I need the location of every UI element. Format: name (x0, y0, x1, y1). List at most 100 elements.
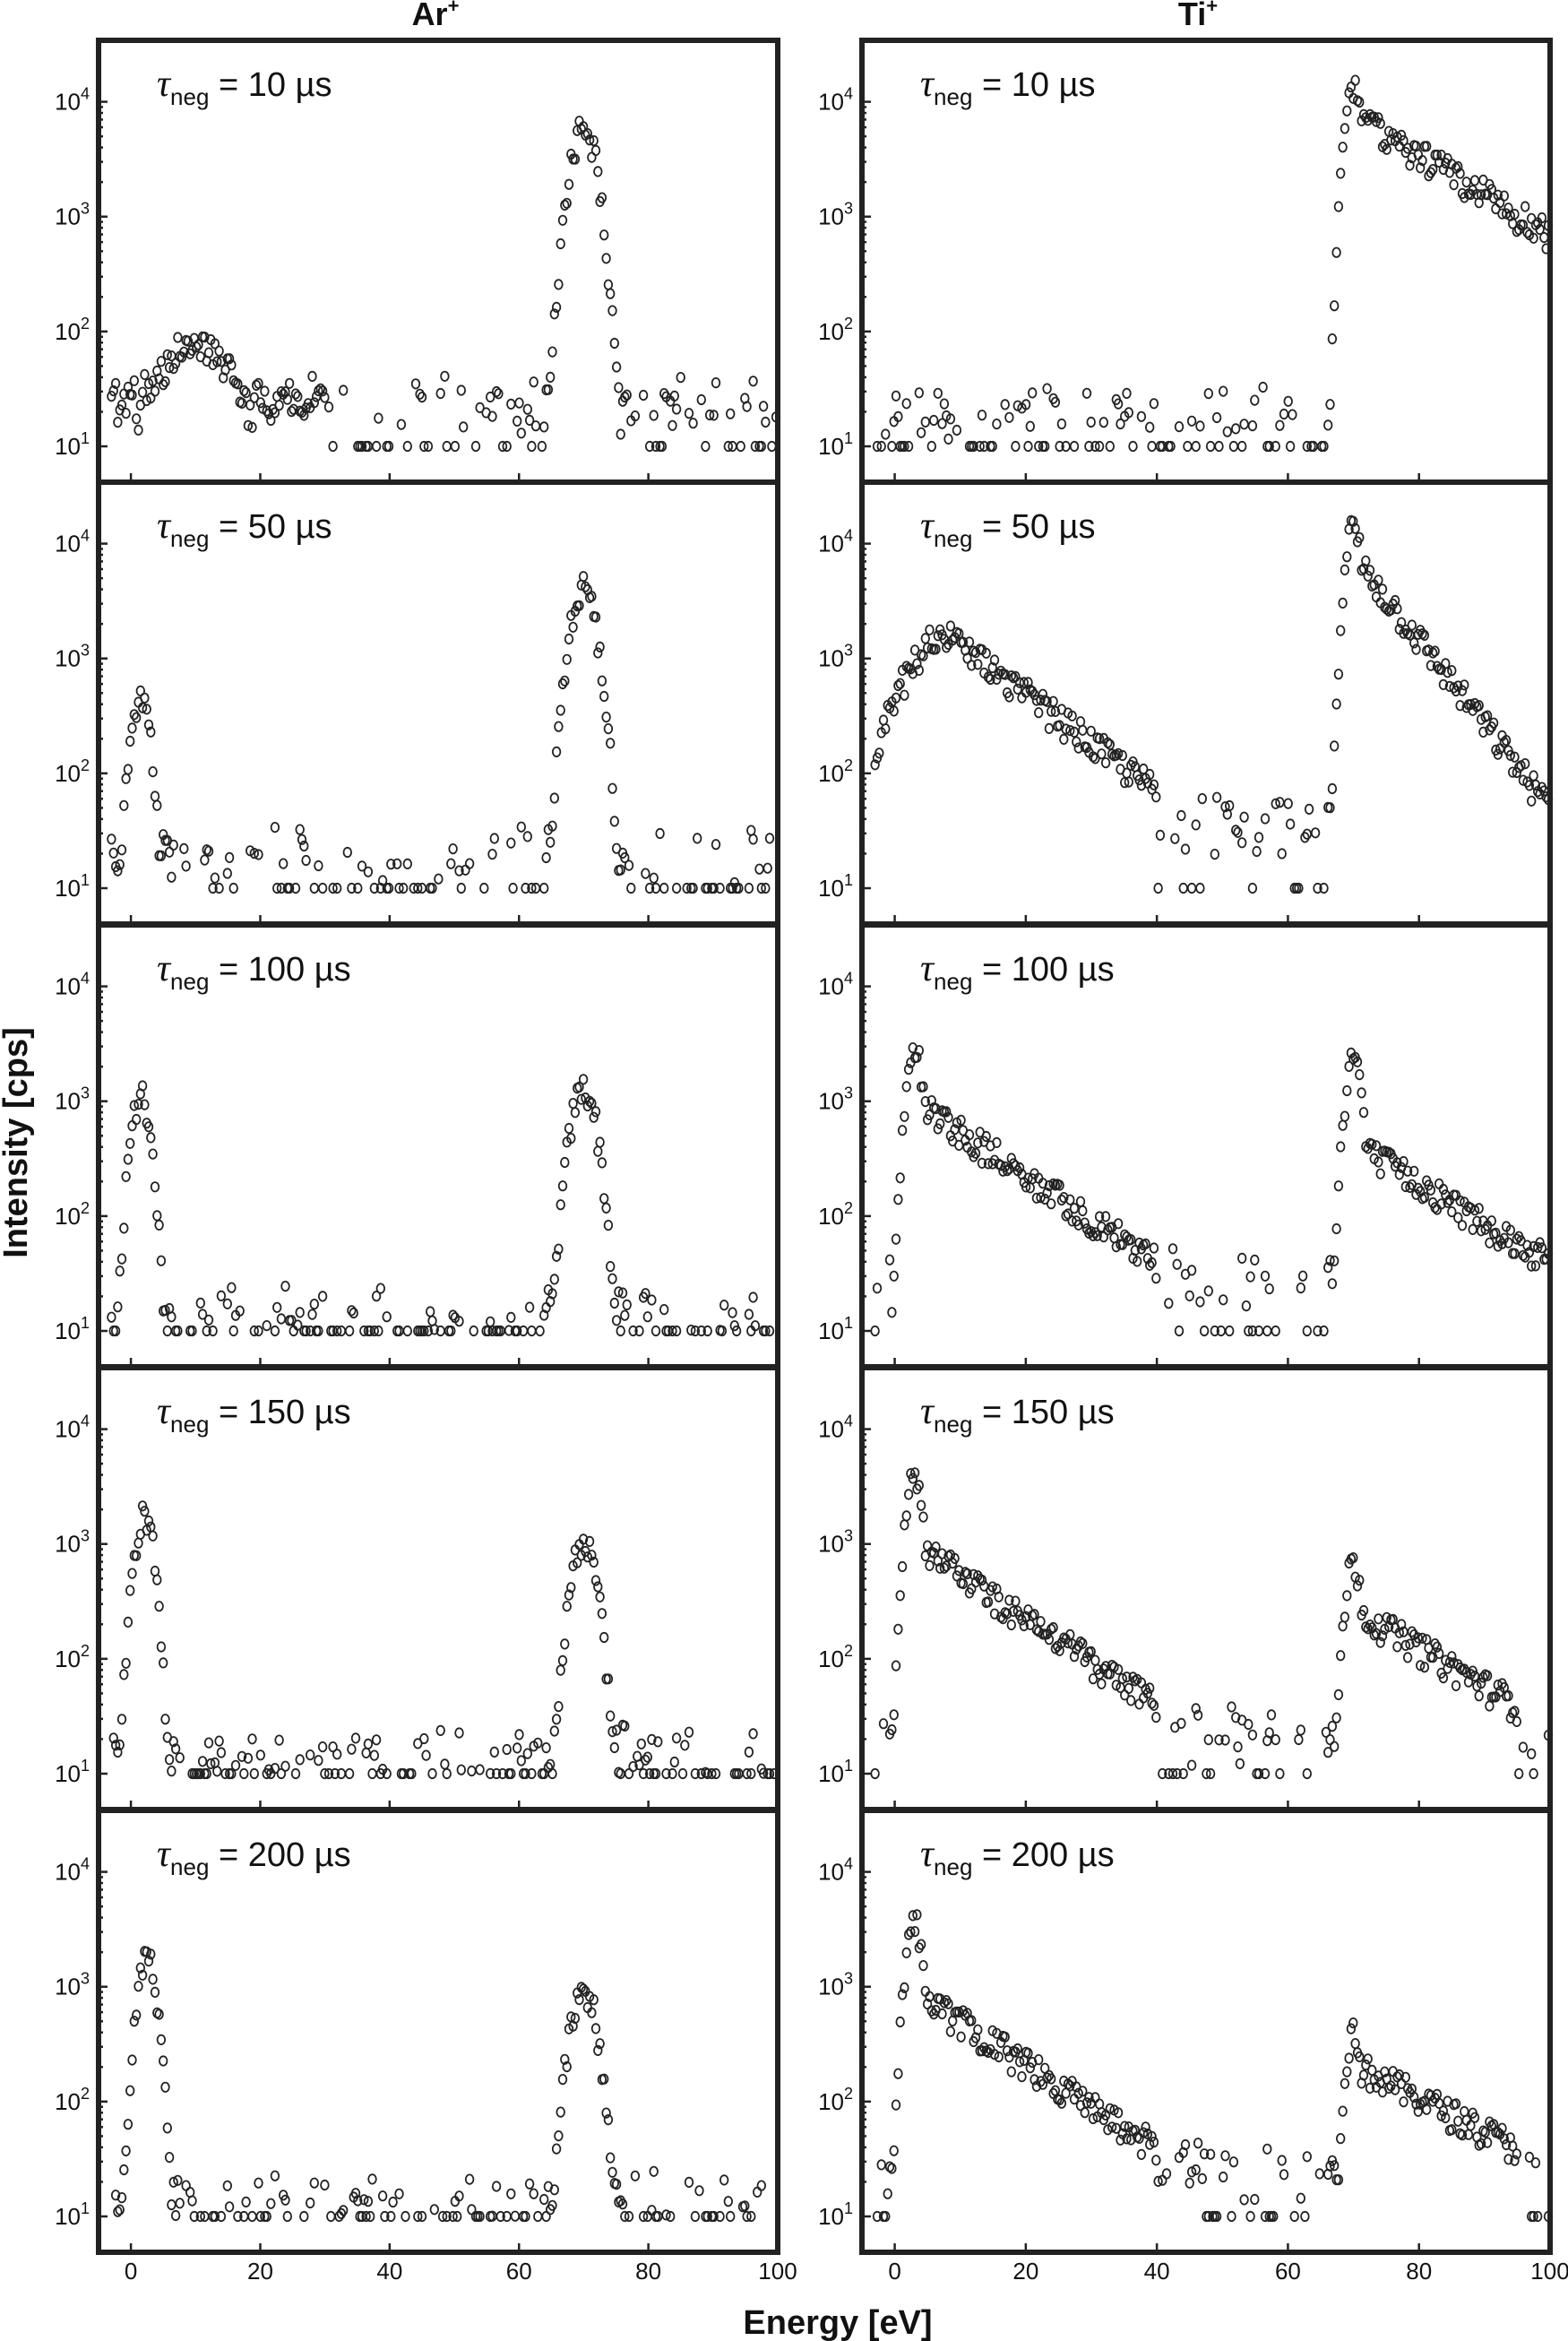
data-point (564, 178, 574, 190)
data-point (454, 2190, 464, 2202)
data-point (659, 1304, 669, 1316)
data-point (1302, 440, 1313, 453)
data-point (280, 1281, 290, 1292)
data-point (590, 1575, 601, 1586)
data-point (893, 679, 903, 692)
data-point (216, 356, 227, 367)
y-tick-base: 10 (55, 1203, 81, 1230)
data-point (168, 839, 178, 851)
data-point (1038, 688, 1048, 700)
data-point (1046, 705, 1056, 717)
data-point (1314, 2168, 1325, 2180)
data-point (249, 1767, 260, 1780)
data-point (1518, 1741, 1529, 1753)
y-tick-base: 10 (818, 1859, 844, 1886)
data-point (200, 331, 210, 343)
data-point (958, 1577, 969, 1590)
data-point (939, 398, 950, 410)
data-point (366, 2210, 375, 2223)
data-point (150, 790, 160, 802)
data-point (614, 382, 624, 393)
data-point (878, 1718, 889, 1730)
data-point (195, 1767, 206, 1780)
data-point (1530, 1260, 1541, 1272)
data-point (123, 2119, 134, 2130)
data-point (696, 1767, 707, 1780)
data-point (543, 384, 554, 395)
data-point (249, 392, 260, 403)
data-point (597, 675, 607, 687)
data-point (537, 440, 547, 453)
data-point (1176, 1717, 1186, 1730)
data-point (1543, 793, 1554, 806)
data-point (339, 384, 349, 396)
data-point (344, 1325, 355, 1337)
data-point (1220, 2150, 1230, 2162)
data-point (173, 1325, 183, 1337)
y-tick-label: 103 (818, 1970, 853, 2000)
data-point (1400, 2071, 1411, 2083)
data-point (876, 440, 886, 453)
data-point (611, 1315, 622, 1326)
data-point (626, 882, 636, 894)
data-point (897, 1125, 908, 1136)
data-point (549, 1274, 560, 1285)
data-point (522, 1748, 533, 1759)
data-point (647, 1294, 657, 1306)
data-point (589, 1111, 599, 1123)
data-point (113, 1746, 123, 1758)
data-point (891, 1233, 901, 1245)
data-point (758, 1767, 769, 1779)
data-point (977, 1574, 987, 1586)
data-point (276, 1767, 287, 1780)
data-point (941, 1106, 952, 1118)
data-point (926, 440, 937, 453)
data-point (1505, 749, 1516, 762)
data-point (235, 1305, 245, 1317)
data-point (1211, 2210, 1222, 2223)
data-point (1056, 2097, 1067, 2109)
data-point (883, 2188, 892, 2199)
data-point (255, 2210, 266, 2223)
data-point (1153, 882, 1163, 894)
data-point (427, 882, 437, 894)
data-point (1329, 740, 1340, 752)
data-point (454, 865, 464, 877)
data-point (593, 647, 603, 659)
data-point (1512, 2148, 1522, 2160)
data-point (554, 279, 564, 290)
data-point (203, 347, 214, 358)
data-point (912, 1051, 922, 1063)
data-point (578, 1533, 589, 1545)
data-point (1327, 1721, 1338, 1732)
data-point (1147, 2130, 1157, 2142)
data-point (1072, 736, 1081, 747)
data-point (1394, 1169, 1405, 1180)
data-point (167, 871, 177, 883)
data-point (876, 2159, 886, 2171)
data-point (986, 673, 995, 686)
data-point (1069, 1651, 1080, 1663)
data-point (448, 842, 458, 855)
y-tick-exp: 4 (844, 970, 853, 988)
data-point (1055, 1179, 1064, 1191)
data-point (1409, 2091, 1419, 2103)
data-point (148, 765, 158, 778)
data-point (353, 2195, 363, 2207)
data-point (756, 2180, 767, 2191)
y-tick-label: 103 (55, 642, 90, 672)
y-tick-exp: 2 (844, 1642, 853, 1660)
data-point (1355, 1575, 1365, 1586)
data-point (152, 799, 162, 811)
data-point (510, 2210, 521, 2222)
data-point (1094, 440, 1105, 453)
data-point (1296, 1283, 1306, 1294)
data-point (1086, 725, 1096, 737)
data-point (624, 2210, 634, 2223)
data-point (753, 2186, 762, 2198)
data-point (524, 1301, 535, 1313)
data-point (607, 782, 617, 794)
tau-symbol: τ (157, 1391, 172, 1432)
data-point (909, 1926, 920, 1938)
data-point (1107, 2121, 1117, 2133)
